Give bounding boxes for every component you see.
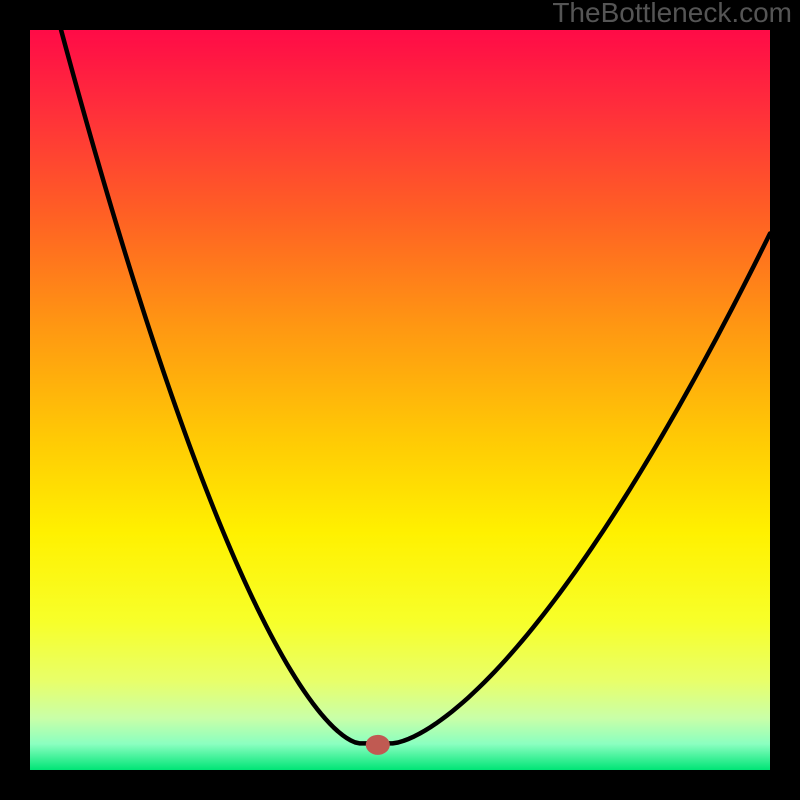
watermark-text: TheBottleneck.com — [552, 0, 792, 28]
optimum-marker — [366, 735, 390, 755]
bottleneck-chart: TheBottleneck.com — [0, 0, 800, 800]
plot-bg — [30, 30, 770, 770]
